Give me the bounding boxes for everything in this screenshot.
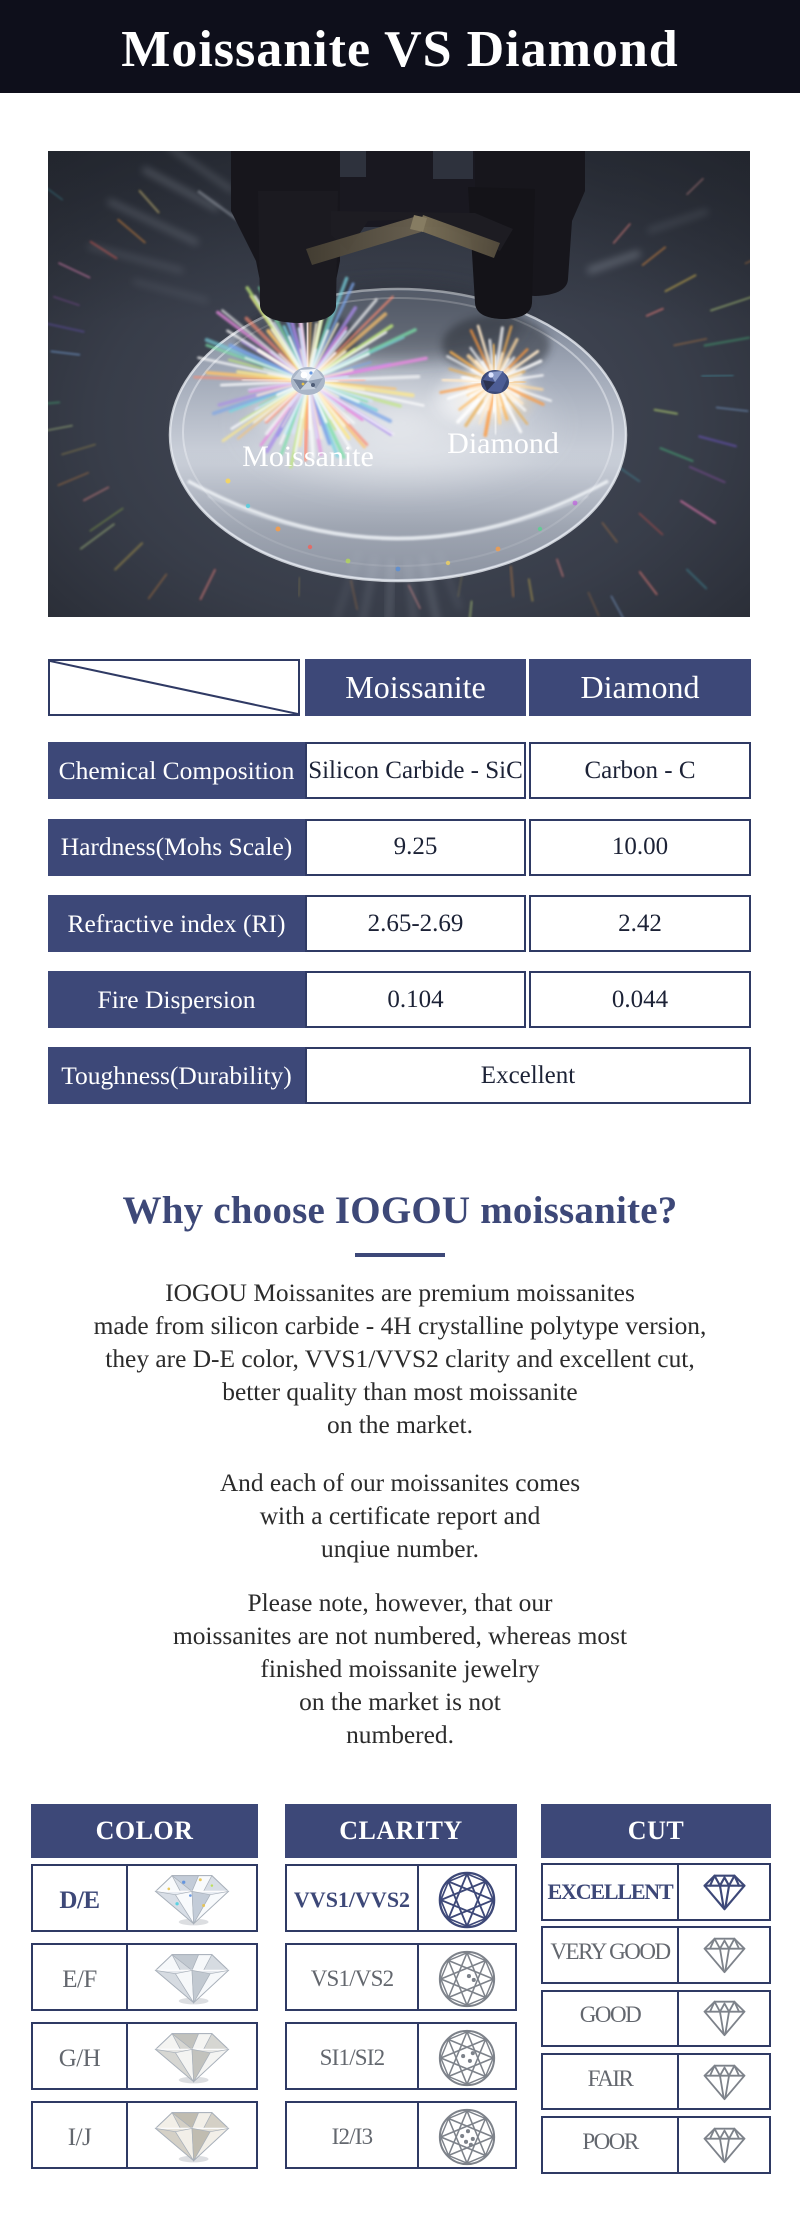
- svg-text:Diamond: Diamond: [447, 427, 559, 460]
- svg-text:Moissanite: Moissanite: [242, 440, 374, 473]
